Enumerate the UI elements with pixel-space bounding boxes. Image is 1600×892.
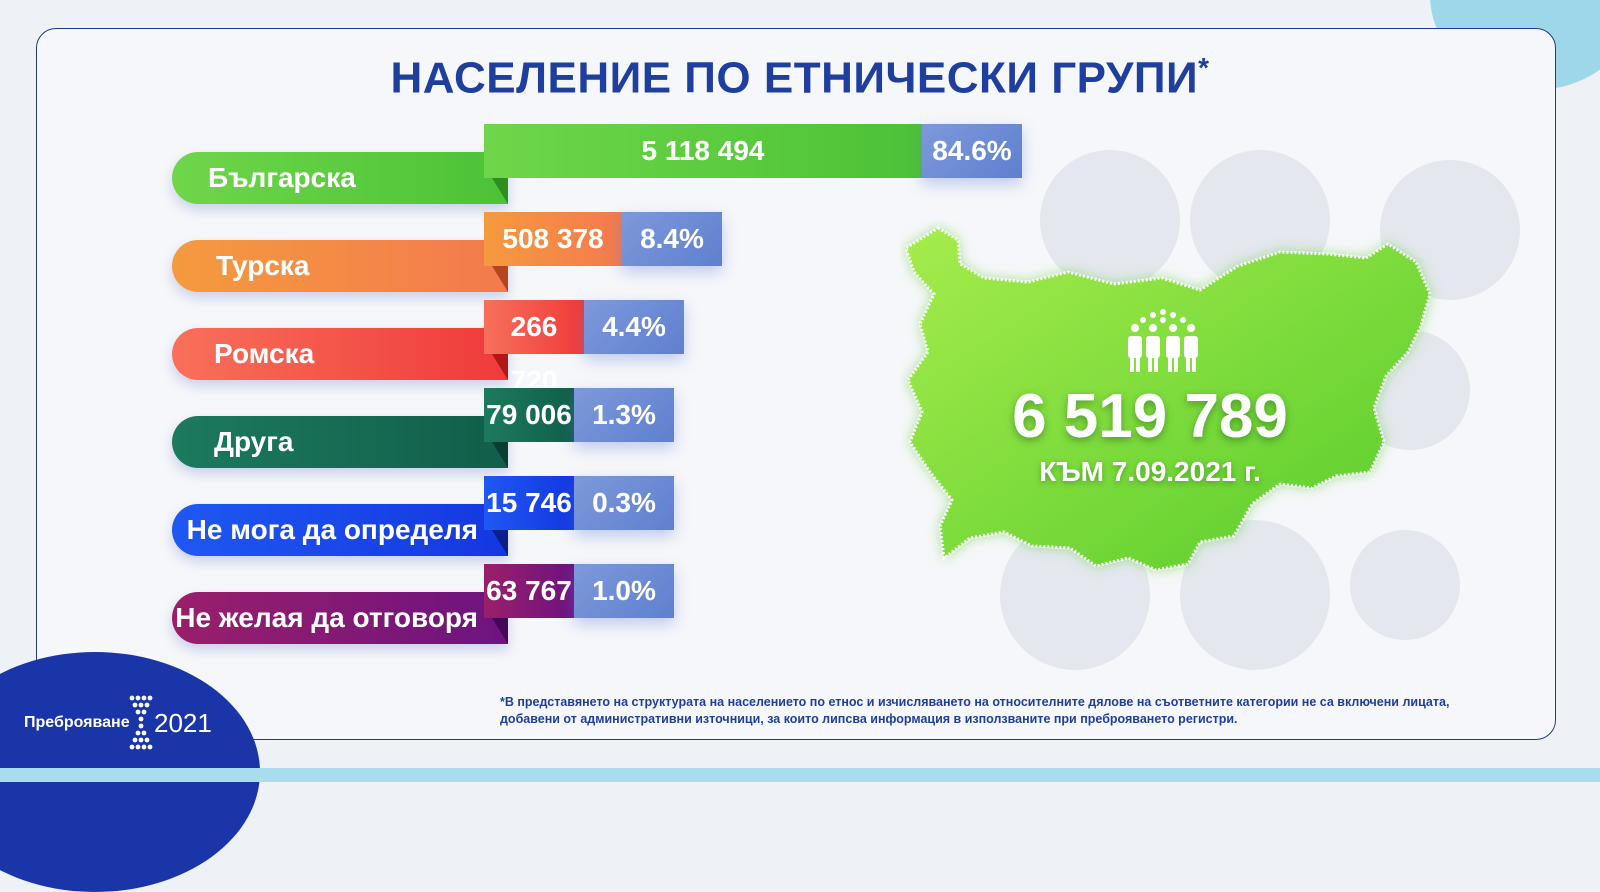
chart-title-text: НАСЕЛЕНИЕ ПО ЕТНИЧЕСКИ ГРУПИ: [390, 53, 1199, 103]
bar-percent: 0.3%: [574, 476, 674, 530]
bar-fold: [492, 530, 508, 556]
title-footnote-mark: *: [1198, 52, 1210, 83]
bar-fold: [492, 266, 508, 292]
total-population: 6 519 789: [1012, 382, 1288, 451]
category-label: Ромска: [172, 328, 508, 380]
bar-value: 15 746: [484, 476, 574, 530]
census-logo-mark-icon: [129, 695, 153, 750]
bar-percent: 1.0%: [574, 564, 674, 618]
chart-title: НАСЕЛЕНИЕ ПО ЕТНИЧЕСКИ ГРУПИ*: [0, 52, 1600, 104]
bg-circle: [1350, 530, 1460, 640]
bar-fold: [492, 354, 508, 380]
category-label: Българска: [172, 152, 508, 204]
census-logo-text: Преброяване: [24, 714, 130, 731]
category-label: Друга: [172, 416, 508, 468]
category-label: Не мога да определя: [172, 504, 508, 556]
bar-percent: 8.4%: [622, 212, 722, 266]
bar-fold: [492, 178, 508, 204]
bar-percent: 1.3%: [574, 388, 674, 442]
bar-value: 266 720: [484, 300, 584, 396]
footnote: *В представянето на структурата на насел…: [500, 694, 1500, 728]
people-group-icon: [1128, 309, 1198, 372]
category-label: Не желая да отговоря: [172, 592, 508, 644]
bar-value: 5 118 494: [484, 124, 922, 178]
footnote-line: *В представянето на структурата на насел…: [500, 695, 1450, 709]
bulgaria-map: [900, 220, 1460, 590]
bar-percent: 84.6%: [922, 124, 1022, 178]
bg-circle: [1040, 150, 1180, 290]
bg-circle: [1180, 520, 1330, 670]
bulgaria-map-shape: [904, 226, 1432, 572]
bar-fold: [492, 618, 508, 644]
bar-value: 508 378: [484, 212, 622, 266]
bar-value: 79 006: [484, 388, 574, 442]
bar-value: 63 767: [484, 564, 574, 618]
footnote-line: добавени от административни източници, з…: [500, 712, 1238, 726]
bar-fold: [492, 442, 508, 468]
category-label: Турска: [172, 240, 508, 292]
reference-date: КЪМ 7.09.2021 г.: [1039, 456, 1261, 487]
bar-percent: 4.4%: [584, 300, 684, 354]
bottom-band: [0, 768, 1600, 782]
census-logo-year: 2021: [154, 708, 212, 738]
